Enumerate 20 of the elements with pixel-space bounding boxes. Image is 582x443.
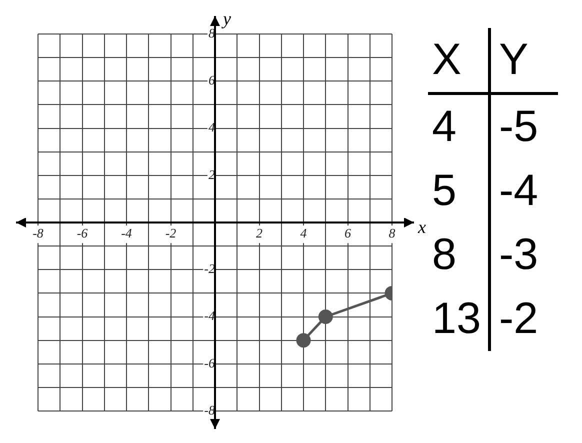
x-tick-label: -6 — [76, 226, 88, 241]
x-tick-label: 4 — [300, 226, 308, 241]
text: -3 — [488, 223, 558, 287]
x-tick-label: 8 — [388, 226, 396, 241]
y-tick-label: -4 — [204, 308, 216, 324]
x-tick-label: -2 — [165, 226, 177, 241]
text: 5 — [431, 165, 458, 217]
x-tick-label: 6 — [344, 226, 352, 241]
y-tick-label: 4 — [208, 120, 216, 135]
text: 13 — [431, 293, 482, 345]
text: X — [428, 28, 488, 95]
x-tick-label: -8 — [32, 226, 44, 241]
x-tick-label: -4 — [121, 226, 132, 241]
text: 4 — [431, 101, 458, 153]
text: Y — [488, 28, 558, 95]
text: -2 — [488, 287, 558, 351]
y-axis-title: y — [221, 8, 231, 29]
text: -5 — [488, 95, 558, 159]
x-axis-title: x — [417, 217, 426, 238]
x-tick-label: 2 — [256, 226, 263, 241]
